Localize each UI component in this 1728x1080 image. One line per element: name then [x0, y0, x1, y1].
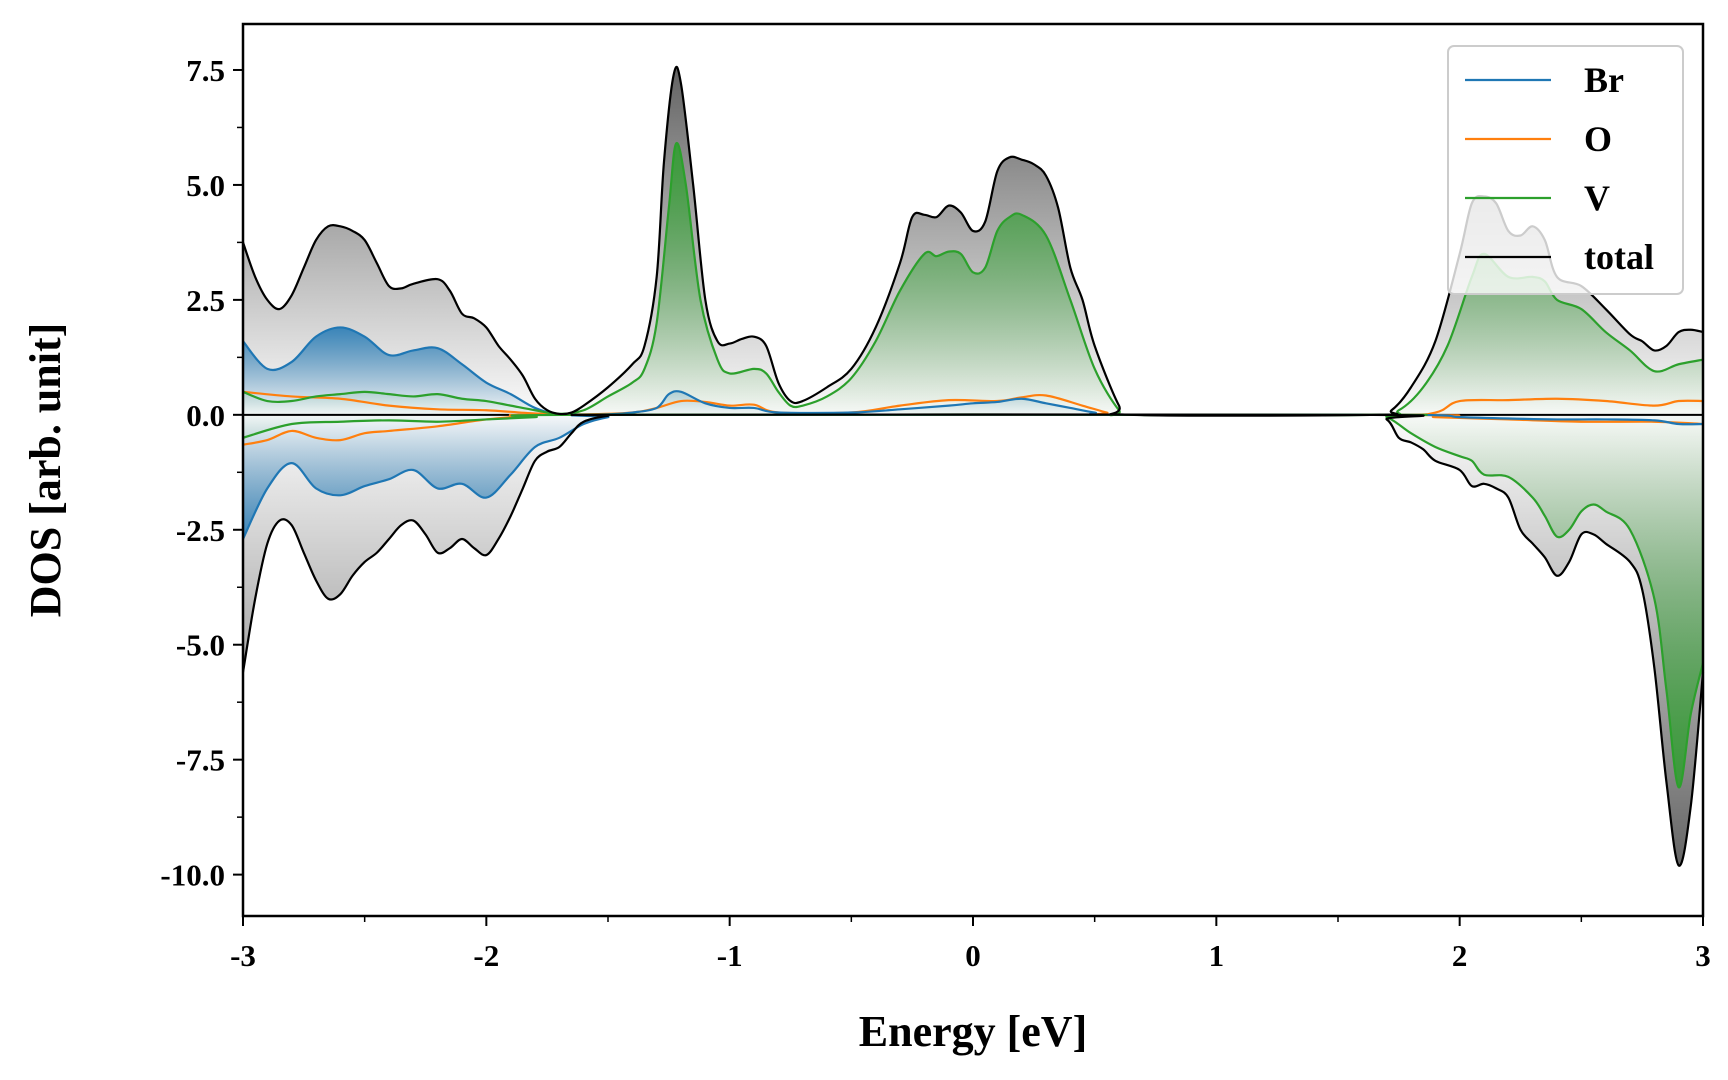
line-total-down: [241, 413, 1705, 867]
y-tick-label: 2.5: [186, 283, 225, 318]
y-tick-label: -10.0: [160, 858, 225, 893]
x-tick-label: -3: [230, 938, 256, 973]
fill-v-down: [243, 414, 1703, 788]
fill-br-down: [243, 414, 1363, 539]
x-tick-label: 2: [1452, 938, 1468, 973]
x-tick-label: 0: [965, 938, 981, 973]
legend-label-v: V: [1584, 178, 1610, 218]
y-tick-label: -2.5: [176, 513, 225, 548]
x-tick-label: -2: [473, 938, 499, 973]
y-tick-label: -7.5: [176, 743, 225, 778]
y-axis-label: DOS [arb. unit]: [21, 323, 70, 618]
line-o-up: [242, 390, 1704, 417]
fill-total-up: [243, 66, 1703, 416]
y-tick-label: 0.0: [186, 398, 225, 433]
legend-label-o: O: [1584, 119, 1612, 159]
y-tick-label: 7.5: [186, 53, 225, 88]
legend-label-total: total: [1584, 237, 1654, 277]
y-tick-label: 5.0: [186, 168, 225, 203]
fill-v-up: [243, 143, 1703, 416]
x-axis-label: Energy [eV]: [859, 1007, 1088, 1056]
y-tick-label: -5.0: [176, 628, 225, 663]
line-br-up: [242, 326, 1704, 426]
x-tick-label: -1: [717, 938, 743, 973]
tick-layer: -3 -2 -1 0 1 2 3 7.5 5.0 2.5 0.0 -2.5 -5.0 -7.5 -10.0: [160, 53, 1710, 973]
x-tick-label: 1: [1209, 938, 1225, 973]
x-tick-label: 3: [1695, 938, 1711, 973]
line-v-down: [242, 413, 1705, 789]
legend-label-br: Br: [1584, 60, 1624, 100]
legend-box: [1447, 45, 1684, 295]
